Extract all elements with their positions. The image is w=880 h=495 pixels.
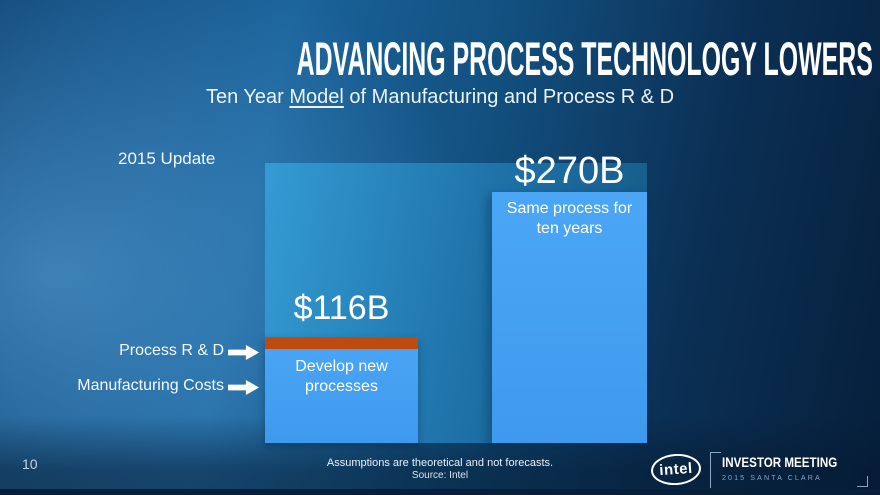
- bar-caption-right: Same process for ten years: [497, 199, 642, 239]
- corner-bracket-icon: [709, 452, 721, 488]
- subtitle-prefix: Ten Year: [205, 86, 290, 108]
- value-label-left: $116B: [293, 289, 390, 327]
- segment-process-rnd: [265, 337, 418, 349]
- event-subtitle: 2015 SANTA CLARA: [721, 472, 822, 482]
- event-title: INVESTOR MEETING: [721, 455, 838, 470]
- bar-caption-right-line2: ten years: [536, 220, 603, 237]
- corner-bracket-icon: [857, 475, 868, 487]
- page-title-text: ADVANCING PROCESS TECHNOLOGY LOWERS COST…: [296, 32, 880, 85]
- page-title: ADVANCING PROCESS TECHNOLOGY LOWERS COST…: [0, 32, 880, 85]
- subtitle-suffix: of Manufacturing and Process R & D: [343, 86, 675, 108]
- bar-caption-left-line1: Develop new: [295, 358, 388, 375]
- page-number: 10: [22, 456, 38, 472]
- event-badge: INVESTOR MEETING 2015 SANTA CLARA: [709, 452, 868, 488]
- disclaimer-text: Assumptions are theoretical and not fore…: [326, 457, 554, 469]
- bar-same-process: [492, 192, 647, 443]
- bar-develop-new: [265, 337, 418, 443]
- subtitle: Ten Year Model of Manufacturing and Proc…: [0, 86, 880, 109]
- source-text: Source: Intel: [411, 470, 469, 481]
- value-label-right: $270B: [514, 150, 625, 192]
- bottom-band: [0, 489, 880, 495]
- segment-manufacturing: [265, 349, 418, 443]
- annotation-manufacturing: Manufacturing Costs: [77, 377, 224, 394]
- annotation-process-rnd: Process R & D: [119, 342, 224, 359]
- intel-logo-icon: intel: [649, 452, 702, 487]
- brand-block: intel INVESTOR MEETING 2015 SANTA CLARA: [649, 452, 868, 488]
- bar-caption-left: Develop new processes: [270, 357, 413, 397]
- subtitle-underlined-word: Model: [289, 86, 344, 108]
- bar-caption-left-line2: processes: [305, 378, 378, 395]
- update-label: 2015 Update: [118, 149, 216, 168]
- arrow-right-icon: [228, 344, 260, 361]
- bar-caption-right-line1: Same process for: [506, 200, 633, 217]
- arrow-right-icon: [228, 379, 260, 396]
